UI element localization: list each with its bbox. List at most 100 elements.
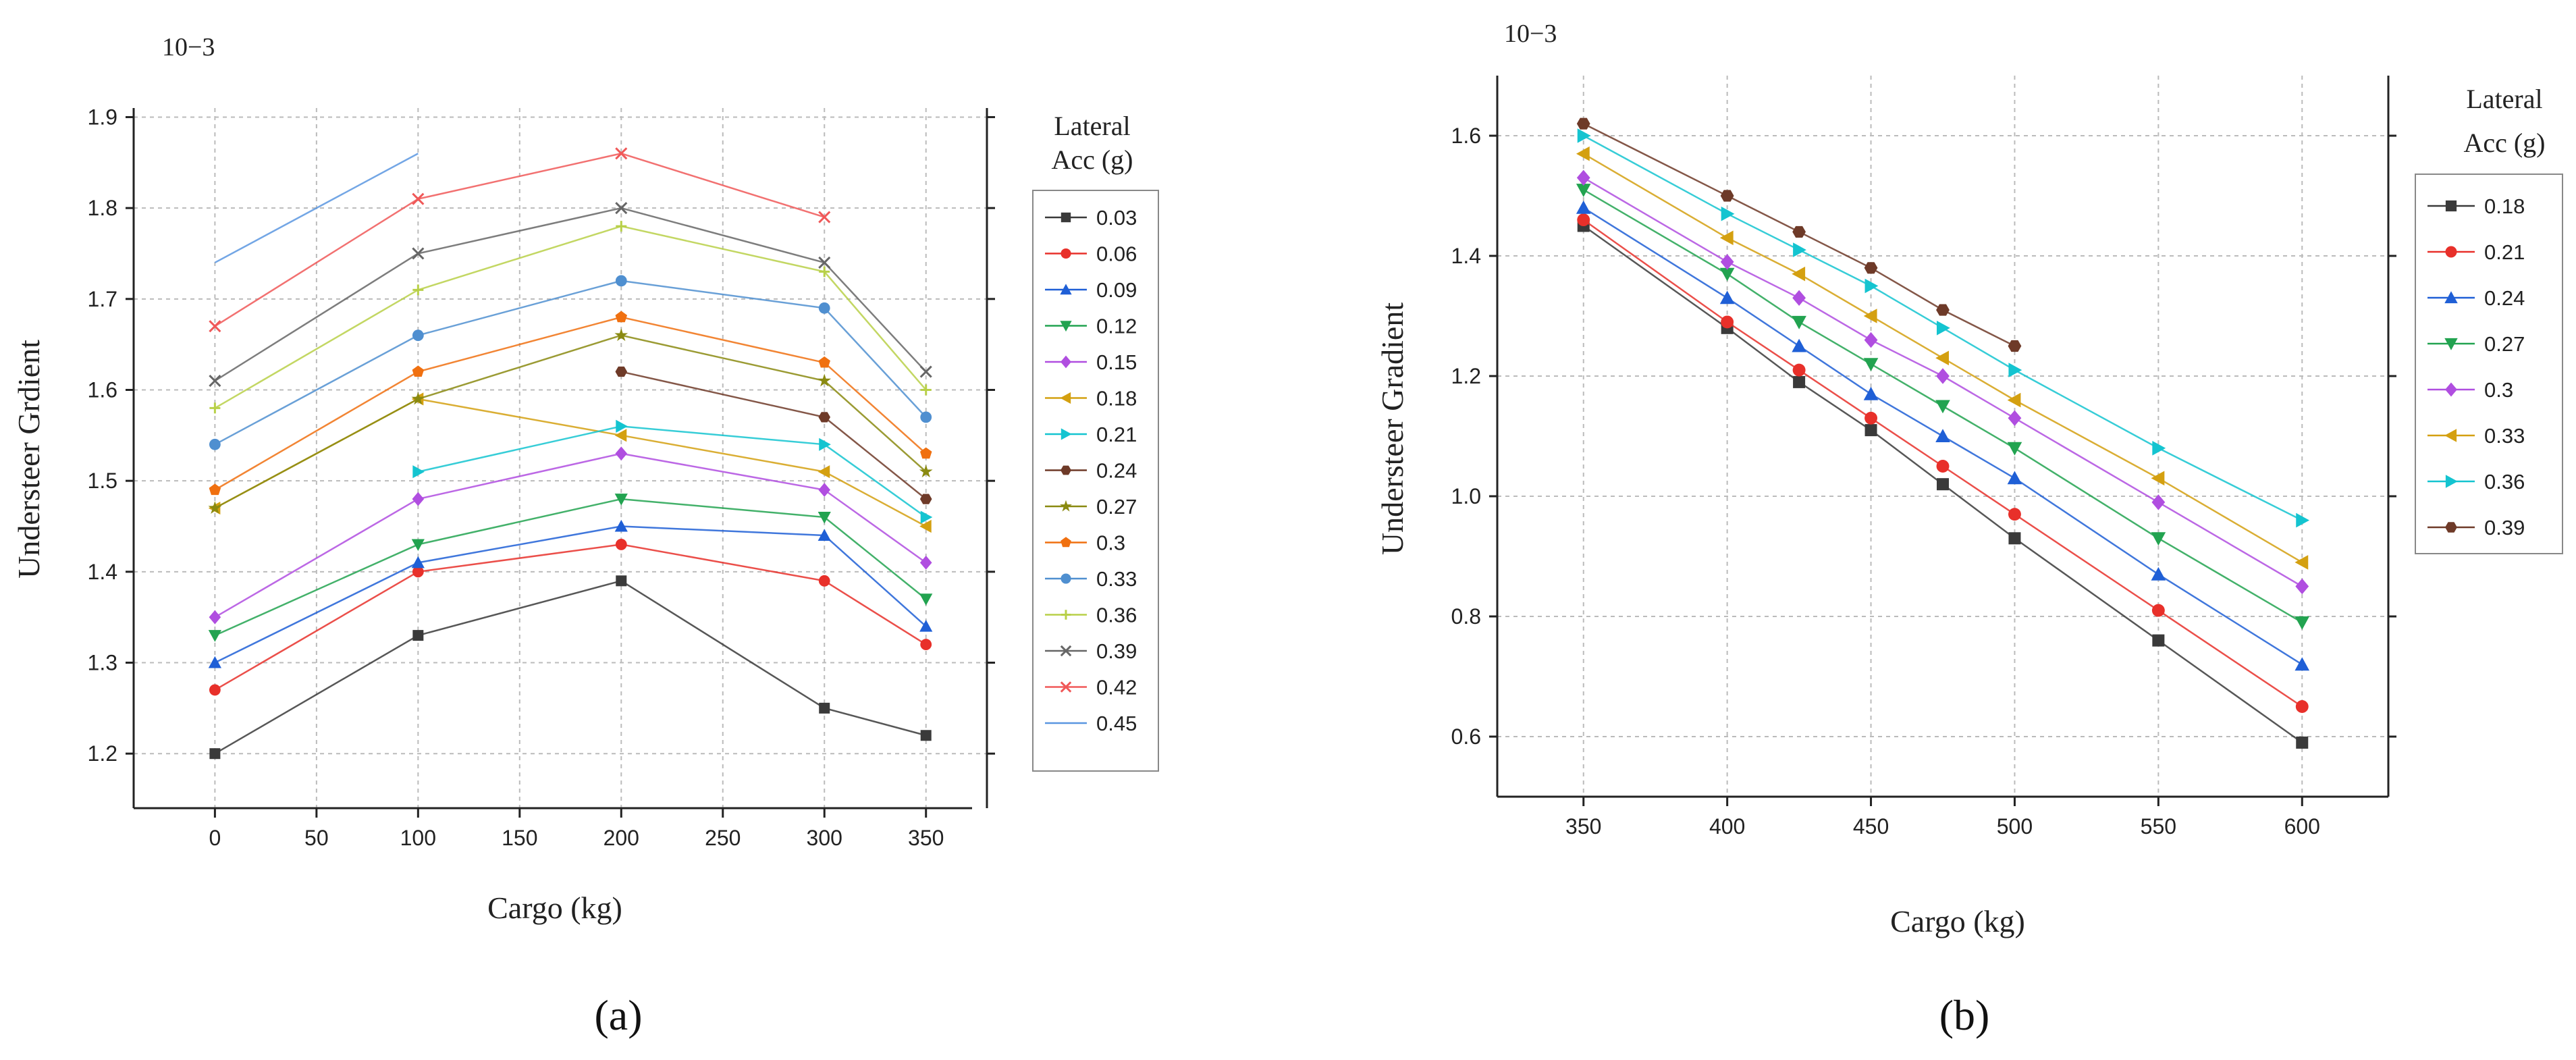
series-line xyxy=(1583,134,2303,521)
legend-marker xyxy=(2445,246,2457,258)
legend-label: 0.18 xyxy=(2484,194,2525,218)
data-point xyxy=(817,465,830,479)
data-point xyxy=(2295,616,2310,630)
data-point xyxy=(209,402,221,414)
panel-a-series-0.12 xyxy=(208,494,933,642)
legend-label: 0.03 xyxy=(1096,206,1137,230)
data-point xyxy=(1792,290,1806,306)
panel-a-legend-item: 0.39 xyxy=(1045,639,1137,663)
data-point xyxy=(817,529,831,541)
panel-b-x-tick-label: 350 xyxy=(1565,814,1601,839)
data-point xyxy=(1937,321,1950,336)
panel-a-x-tick-label: 300 xyxy=(807,826,842,850)
data-point xyxy=(818,256,831,269)
series-line xyxy=(1583,153,2303,563)
panel-a-series-0.03 xyxy=(209,575,932,760)
data-point xyxy=(208,630,221,642)
panel-b-series-0.39 xyxy=(1576,117,2022,352)
data-point xyxy=(920,411,932,423)
panel-a-y-axis-label: Understeer Grdient xyxy=(11,340,46,579)
panel-a-legend-item: 0.21 xyxy=(1045,423,1137,446)
data-point xyxy=(1719,230,1734,246)
data-point xyxy=(1935,429,1950,442)
series-line xyxy=(1583,225,2303,743)
data-point xyxy=(1793,375,1806,388)
data-point xyxy=(1719,290,1735,304)
panel-b-x-ticks: 350 400 450 500 550 600 xyxy=(1565,797,2320,839)
legend-label: 0.36 xyxy=(2484,470,2525,494)
panel-a-x-axis-label: Cargo (kg) xyxy=(487,891,622,925)
legend-marker xyxy=(2445,200,2457,212)
data-point xyxy=(615,311,628,323)
legend-label: 0.18 xyxy=(1096,387,1137,410)
panel-b-series-0.24 xyxy=(1576,201,2310,671)
panel-a-y-tick-label: 1.4 xyxy=(88,560,117,584)
series-line xyxy=(214,544,927,691)
legend-marker xyxy=(1061,428,1072,440)
panel-a-legend-item: 0.06 xyxy=(1045,242,1137,266)
panel-b-y-tick-label: 1.2 xyxy=(1451,364,1481,388)
data-point xyxy=(818,356,830,368)
panel-a-y-tick-label: 1.6 xyxy=(88,377,117,402)
series-line xyxy=(1583,177,2303,587)
data-point xyxy=(2151,471,2165,486)
panel-a-x-tick-label: 50 xyxy=(304,826,329,850)
data-point xyxy=(1576,184,1591,197)
data-point xyxy=(919,465,933,478)
panel-a-y-tick-label: 1.9 xyxy=(88,105,117,129)
legend-label: 0.39 xyxy=(2484,516,2525,539)
panel-a-legend: 0.03 0.06 0.09 0.12 0.15 0.18 0.21 0.24 0.27 0.3 0… xyxy=(1045,206,1137,735)
legend-label: 0.15 xyxy=(1096,350,1137,374)
panel-b-legend: 0.18 0.21 0.24 0.27 0.3 0.33 0.36 0.39 xyxy=(2427,194,2525,539)
legend-label: 0.3 xyxy=(2484,378,2513,402)
series-line xyxy=(214,316,927,491)
data-point xyxy=(1936,368,1950,384)
series-line xyxy=(214,579,927,755)
data-point xyxy=(209,374,221,388)
data-point xyxy=(209,438,221,450)
series-line xyxy=(1583,123,2016,347)
data-point xyxy=(411,556,425,568)
data-point xyxy=(1720,190,1734,202)
panel-a-series-0.39 xyxy=(209,202,932,388)
panel-b-legend-item: 0.24 xyxy=(2427,286,2525,310)
data-point xyxy=(920,639,932,650)
panel-a-y-tick-label: 1.8 xyxy=(88,196,117,220)
panel-b-x-tick-label: 500 xyxy=(1997,814,2033,839)
panel-a-legend-title-line1: Lateral xyxy=(1054,111,1130,141)
legend-marker xyxy=(1061,573,1071,584)
data-point xyxy=(1721,206,1735,221)
data-point xyxy=(1792,338,1806,352)
panel-b-series-0.18 xyxy=(1577,219,2309,749)
legend-marker xyxy=(1061,610,1071,620)
legend-label: 0.3 xyxy=(1096,531,1125,555)
panel-a-legend-item: 0.24 xyxy=(1045,459,1137,483)
legend-label: 0.12 xyxy=(1096,315,1137,338)
data-point xyxy=(1793,242,1806,257)
panel-a-series xyxy=(208,147,933,760)
data-point xyxy=(1576,146,1590,161)
panel-a-x-tick-label: 0 xyxy=(209,826,221,850)
panel-b-y-tick-label: 0.8 xyxy=(1451,604,1481,629)
legend-label: 0.39 xyxy=(1096,639,1137,663)
panel-b-series xyxy=(1576,117,2310,749)
data-point xyxy=(209,748,221,760)
data-point xyxy=(1576,117,1590,130)
data-point xyxy=(412,492,425,506)
data-point xyxy=(920,730,932,741)
legend-marker xyxy=(1060,681,1072,693)
legend-label: 0.33 xyxy=(1096,567,1137,591)
data-point xyxy=(919,519,932,533)
data-point xyxy=(411,539,425,552)
data-point xyxy=(2007,442,2022,456)
legend-label: 0.27 xyxy=(1096,495,1137,519)
panel-a-legend-box xyxy=(1032,190,1159,772)
panel-b-series-0.27 xyxy=(1576,184,2310,630)
panel-a: 10−3 1.2 1.3 1.4 1.5 1.6 1.7 1.8 1.9 0 50 100 150 2… xyxy=(11,33,1159,1039)
data-point xyxy=(2151,566,2166,581)
legend-marker xyxy=(1060,321,1072,332)
legend-marker xyxy=(2444,429,2457,442)
panel-b-legend-item: 0.33 xyxy=(2427,424,2525,448)
panel-b-x-tick-label: 450 xyxy=(1853,814,1889,839)
data-point xyxy=(1864,424,1877,437)
